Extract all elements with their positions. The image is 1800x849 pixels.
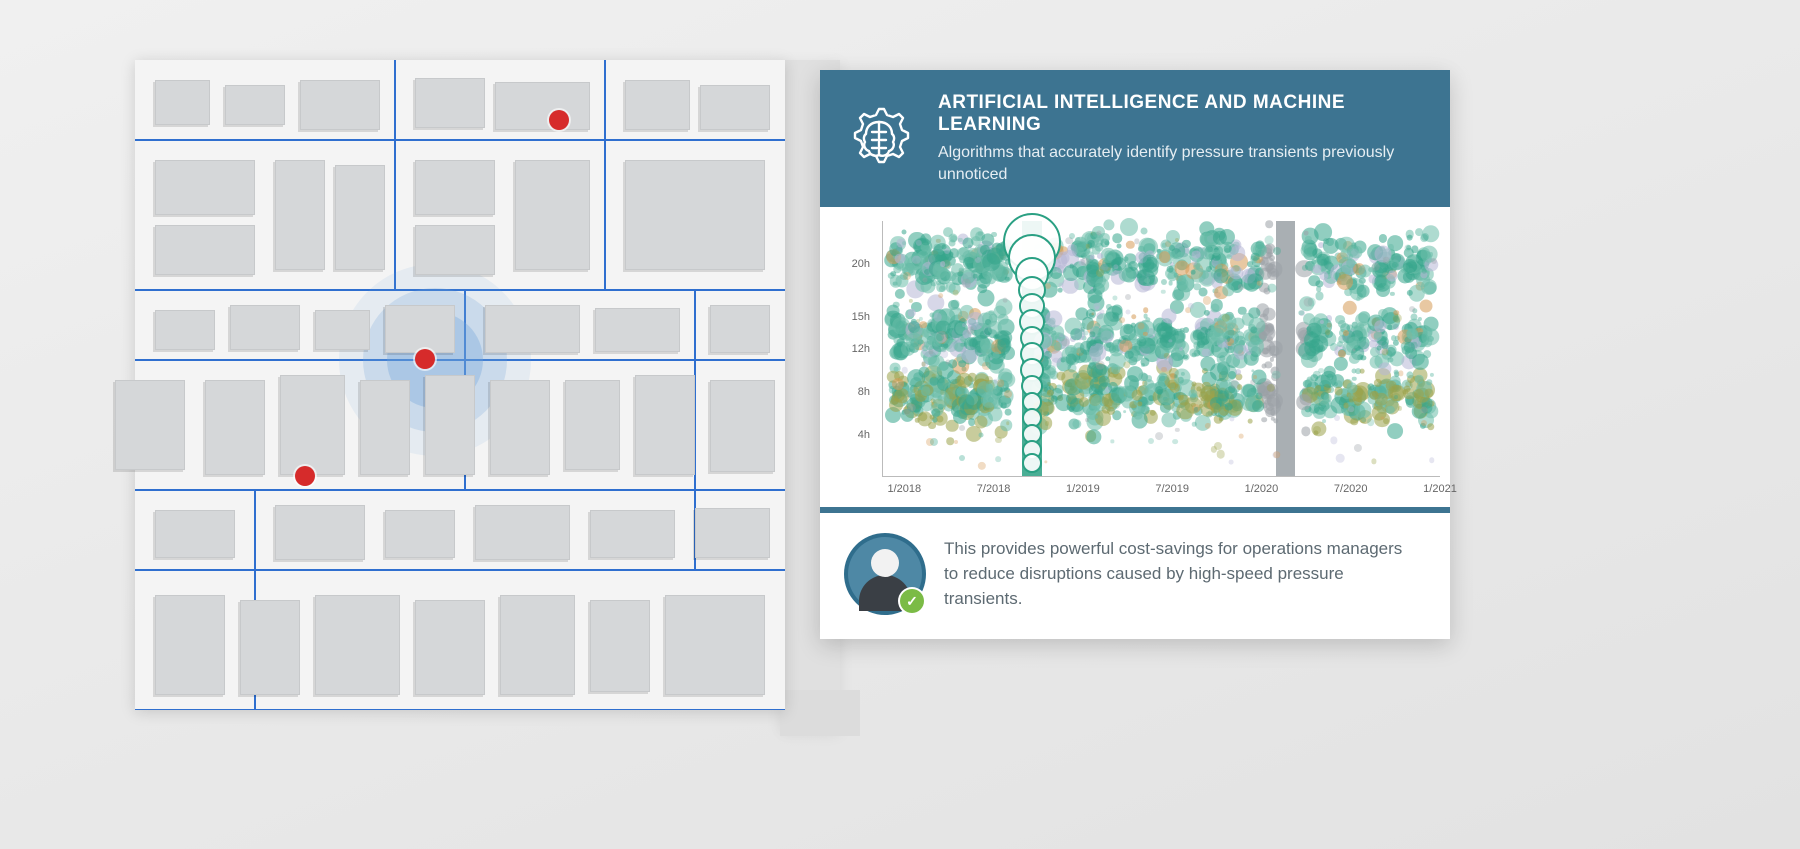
header-text-block: ARTIFICIAL INTELLIGENCE AND MACHINE LEAR… [938,92,1424,185]
operations-manager-avatar: ✓ [848,537,922,611]
x-tick-label: 1/2021 [1423,483,1457,495]
map-building [635,375,695,475]
map-building [425,375,475,475]
map-building [335,165,385,270]
map-building [240,600,300,695]
footer-text: This provides powerful cost-savings for … [944,537,1420,611]
map-building [595,308,680,352]
map-building [275,160,325,270]
map-building [225,85,285,125]
map-building [155,80,210,125]
check-badge-icon: ✓ [900,589,924,613]
card-subtitle: Algorithms that accurately identify pres… [938,142,1424,185]
y-tick-label: 8h [858,386,870,398]
map-building [205,380,265,475]
map-building [155,225,255,275]
map-building [490,380,550,475]
map-marker [549,110,569,130]
map-building [695,508,770,558]
map-building [155,595,225,695]
x-tick-label: 1/2018 [887,483,921,495]
map-building [415,78,485,128]
x-tick-label: 7/2020 [1334,483,1368,495]
map-building [275,505,365,560]
card-footer: ✓ This provides powerful cost-savings fo… [820,513,1450,639]
map-building [565,380,620,470]
x-tick-label: 1/2019 [1066,483,1100,495]
map-building [385,305,455,353]
map-building [155,310,215,350]
y-tick-label: 20h [852,258,870,270]
map-marker [415,349,435,369]
map-building [230,305,300,350]
ai-brain-gear-icon [842,102,916,176]
map-building [500,595,575,695]
map-building [590,600,650,692]
stage: ARTIFICIAL INTELLIGENCE AND MACHINE LEAR… [0,0,1800,849]
map-building [280,375,345,475]
x-tick-label: 7/2018 [977,483,1011,495]
map-building [590,510,675,558]
card-title: ARTIFICIAL INTELLIGENCE AND MACHINE LEAR… [938,92,1424,136]
y-tick-label: 12h [852,343,870,355]
map-building [515,160,590,270]
map-marker [295,466,315,486]
map-building [315,595,400,695]
map-building [665,595,765,695]
x-tick-label: 7/2019 [1155,483,1189,495]
chart-x-axis: 1/20187/20181/20197/20191/20207/20201/20… [882,483,1440,501]
map-building [415,160,495,215]
x-tick-label: 1/2020 [1245,483,1279,495]
map-building [485,305,580,353]
map-building [115,380,185,470]
map-building [155,160,255,215]
scatter-chart: 20h 15h 12h 8h 4h 1/2018 7/2018 1/2019 7/2019 1/… [820,207,1450,507]
map-building [710,305,770,353]
info-card: ARTIFICIAL INTELLIGENCE AND MACHINE LEAR… [820,70,1450,639]
map-building [415,225,495,275]
map-building [475,505,570,560]
y-tick-label: 4h [858,429,870,441]
map-building [415,600,485,695]
map-building [385,510,455,558]
map-building [700,85,770,130]
y-tick-label: 15h [852,311,870,323]
map-building [315,310,370,350]
map-building [495,82,590,130]
map-building [710,380,775,472]
city-map-panel [135,60,785,710]
map-building [155,510,235,558]
map-building [300,80,380,130]
chart-y-axis: 20h 15h 12h 8h 4h [820,221,878,477]
map-building [625,80,690,130]
map-building [360,380,410,475]
chart-highlight-ring [1022,453,1042,473]
map-building [625,160,765,270]
panel-shadow-strip-bottom [780,690,860,736]
card-header: ARTIFICIAL INTELLIGENCE AND MACHINE LEAR… [820,70,1450,207]
chart-plot-area [882,221,1440,477]
